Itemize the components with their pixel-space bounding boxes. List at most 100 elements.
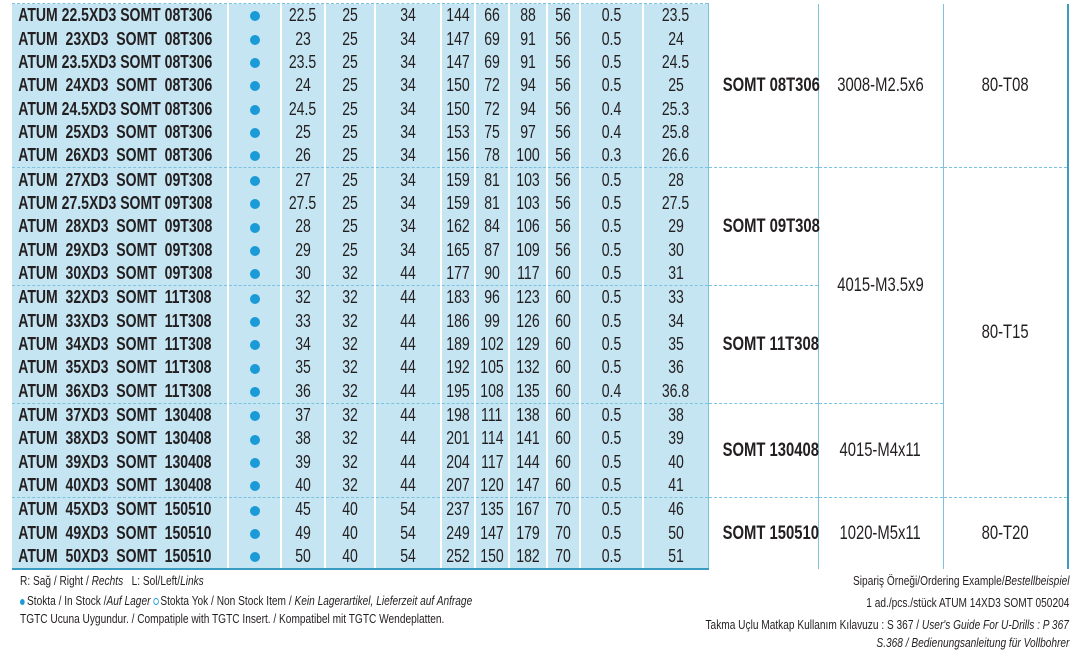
- total-length-cell: 159: [440, 167, 475, 192]
- cell-text: 192: [446, 357, 470, 378]
- cell-text: 120: [480, 475, 504, 496]
- diameter-cell: 37: [280, 402, 325, 428]
- diameter-cell: 32: [280, 285, 325, 310]
- table-row: ATUM 27XD3 SOMT 09T308 27 25 34 159 81 103 56 0.…: [12, 167, 1069, 498]
- total-length-cell: 198: [440, 402, 475, 428]
- cell-text: ATUM 39XD3 SOMT 130408: [18, 451, 212, 472]
- cell-text: 23: [295, 28, 311, 49]
- shank-d-cell: 40: [324, 544, 375, 571]
- cell-text: ATUM 27.5XD3 SOMT 09T308: [18, 192, 213, 213]
- total-length-cell: 153: [440, 120, 475, 145]
- cell-text: 0.4: [601, 380, 622, 401]
- l1-cell: 75: [474, 120, 509, 145]
- cell-text: 36: [295, 380, 311, 401]
- cell-text: 0.5: [601, 262, 622, 283]
- cell-text: ATUM 30XD3 SOMT 09T308: [18, 262, 213, 283]
- cell-text: 49: [295, 522, 311, 543]
- total-length-cell: 201: [440, 427, 475, 451]
- l1-cell: 90: [474, 261, 509, 286]
- cell-text: ATUM 50XD3 SOMT 150510: [18, 546, 212, 567]
- step-diameter-cell: 25.3: [642, 97, 708, 121]
- cell-text: 186: [446, 310, 470, 331]
- cell-text: 39: [667, 428, 684, 449]
- total-length-cell: 192: [440, 356, 475, 380]
- diameter-cell: 30: [280, 261, 325, 286]
- cell-text: 50: [295, 546, 311, 567]
- cell-text: ATUM 23.5XD3 SOMT 08T306: [18, 51, 213, 72]
- l1-cell: 81: [474, 167, 509, 192]
- product-code-cell: ATUM 49XD3 SOMT 150510: [12, 521, 228, 545]
- cell-text: 60: [555, 405, 572, 426]
- shank-d-cell: 32: [324, 309, 375, 333]
- shank-d-cell: 32: [324, 261, 375, 286]
- cell-text: 44: [400, 333, 416, 354]
- screw-cell: 4015-M4x11: [817, 402, 943, 498]
- l1-cell: 150: [474, 544, 509, 571]
- corner-radius-cell: 0.5: [579, 544, 643, 571]
- cell-text: 25: [342, 5, 358, 26]
- l1-cell: 135: [474, 497, 509, 522]
- cell-text: 141: [516, 428, 540, 449]
- cell-text: 29: [667, 216, 684, 237]
- diameter-cell: 23.5: [280, 50, 325, 75]
- cell-text: 34: [400, 216, 416, 237]
- l3-cell: 60: [546, 450, 580, 474]
- stock-status-cell: [227, 309, 281, 333]
- cell-text: 34: [400, 192, 416, 213]
- in-stock-icon: [249, 269, 260, 280]
- l2-cell: 129: [508, 332, 547, 357]
- cell-text: 56: [555, 145, 572, 166]
- stock-status-cell: [227, 332, 281, 357]
- cell-text: 40: [342, 522, 358, 543]
- l3-cell: 70: [546, 544, 580, 571]
- table-row: ATUM 35XD3 SOMT 11T308 35 32 44 192 105 132 60 0…: [12, 356, 1068, 380]
- cell-text: 32: [342, 310, 358, 331]
- cell-text: 34: [400, 28, 416, 49]
- cell-text: 25: [342, 239, 358, 260]
- cell-text: ATUM 28XD3 SOMT 09T308: [18, 216, 213, 237]
- cell-text: 32: [342, 475, 358, 496]
- insert-cell: SOMT 150510: [707, 497, 818, 570]
- stock-status-cell: [227, 238, 281, 262]
- l1-cell: 99: [474, 309, 509, 333]
- insert-cell: SOMT 09T308: [707, 167, 819, 286]
- diameter-cell: 39: [280, 450, 325, 474]
- stock-status-cell: [227, 402, 281, 428]
- l2-cell: 109: [508, 238, 547, 262]
- corner-radius-cell: 0.5: [579, 167, 643, 192]
- stock-status-cell: [227, 144, 281, 168]
- shank-d-cell: 25: [324, 74, 375, 98]
- corner-radius-cell: 0.5: [579, 402, 643, 428]
- cell-text: 0.5: [601, 405, 622, 426]
- l1-cell: 78: [474, 144, 509, 168]
- l2-cell: 117: [508, 261, 547, 286]
- in-stock-icon: [249, 151, 260, 162]
- table-row: ATUM 23XD3 SOMT 08T306 23 25 34 147 69 91 56 0.5…: [12, 27, 1068, 51]
- corner-radius-cell: 0.5: [579, 191, 643, 216]
- cell-text: 25.8: [662, 121, 690, 142]
- product-code-cell: ATUM 24XD3 SOMT 08T306: [12, 74, 228, 98]
- cell-text: 26.6: [662, 145, 690, 166]
- in-stock-icon: [20, 598, 25, 605]
- l3-cell: 60: [546, 332, 580, 357]
- cell-text: 36: [667, 357, 684, 378]
- screw-cell-text: 4015-M4x11: [839, 440, 922, 462]
- product-code-cell: ATUM 29XD3 SOMT 09T308: [12, 238, 228, 262]
- key-cell: 80-T20: [942, 497, 1069, 570]
- diameter-cell: 50: [280, 544, 325, 571]
- shank-d2-cell: 34: [374, 3, 441, 28]
- diameter-cell: 24: [280, 74, 325, 98]
- cell-text: ATUM 29XD3 SOMT 09T308: [18, 239, 213, 260]
- hand-legend: R: Sağ / Right / Rechts L: Sol/Left/Link…: [20, 573, 204, 588]
- l3-cell: 56: [546, 50, 580, 75]
- l2-cell: 94: [508, 74, 547, 98]
- cell-text: 198: [446, 405, 470, 426]
- total-length-cell: 147: [440, 27, 475, 51]
- cell-text: 87: [484, 239, 500, 260]
- stock-status-cell: [227, 261, 281, 286]
- cell-text: 126: [516, 310, 540, 331]
- l3-cell: 70: [546, 497, 580, 522]
- step-diameter-cell: 26.6: [642, 144, 708, 168]
- cell-text: 153: [446, 121, 470, 142]
- step-diameter-cell: 24.5: [642, 50, 708, 75]
